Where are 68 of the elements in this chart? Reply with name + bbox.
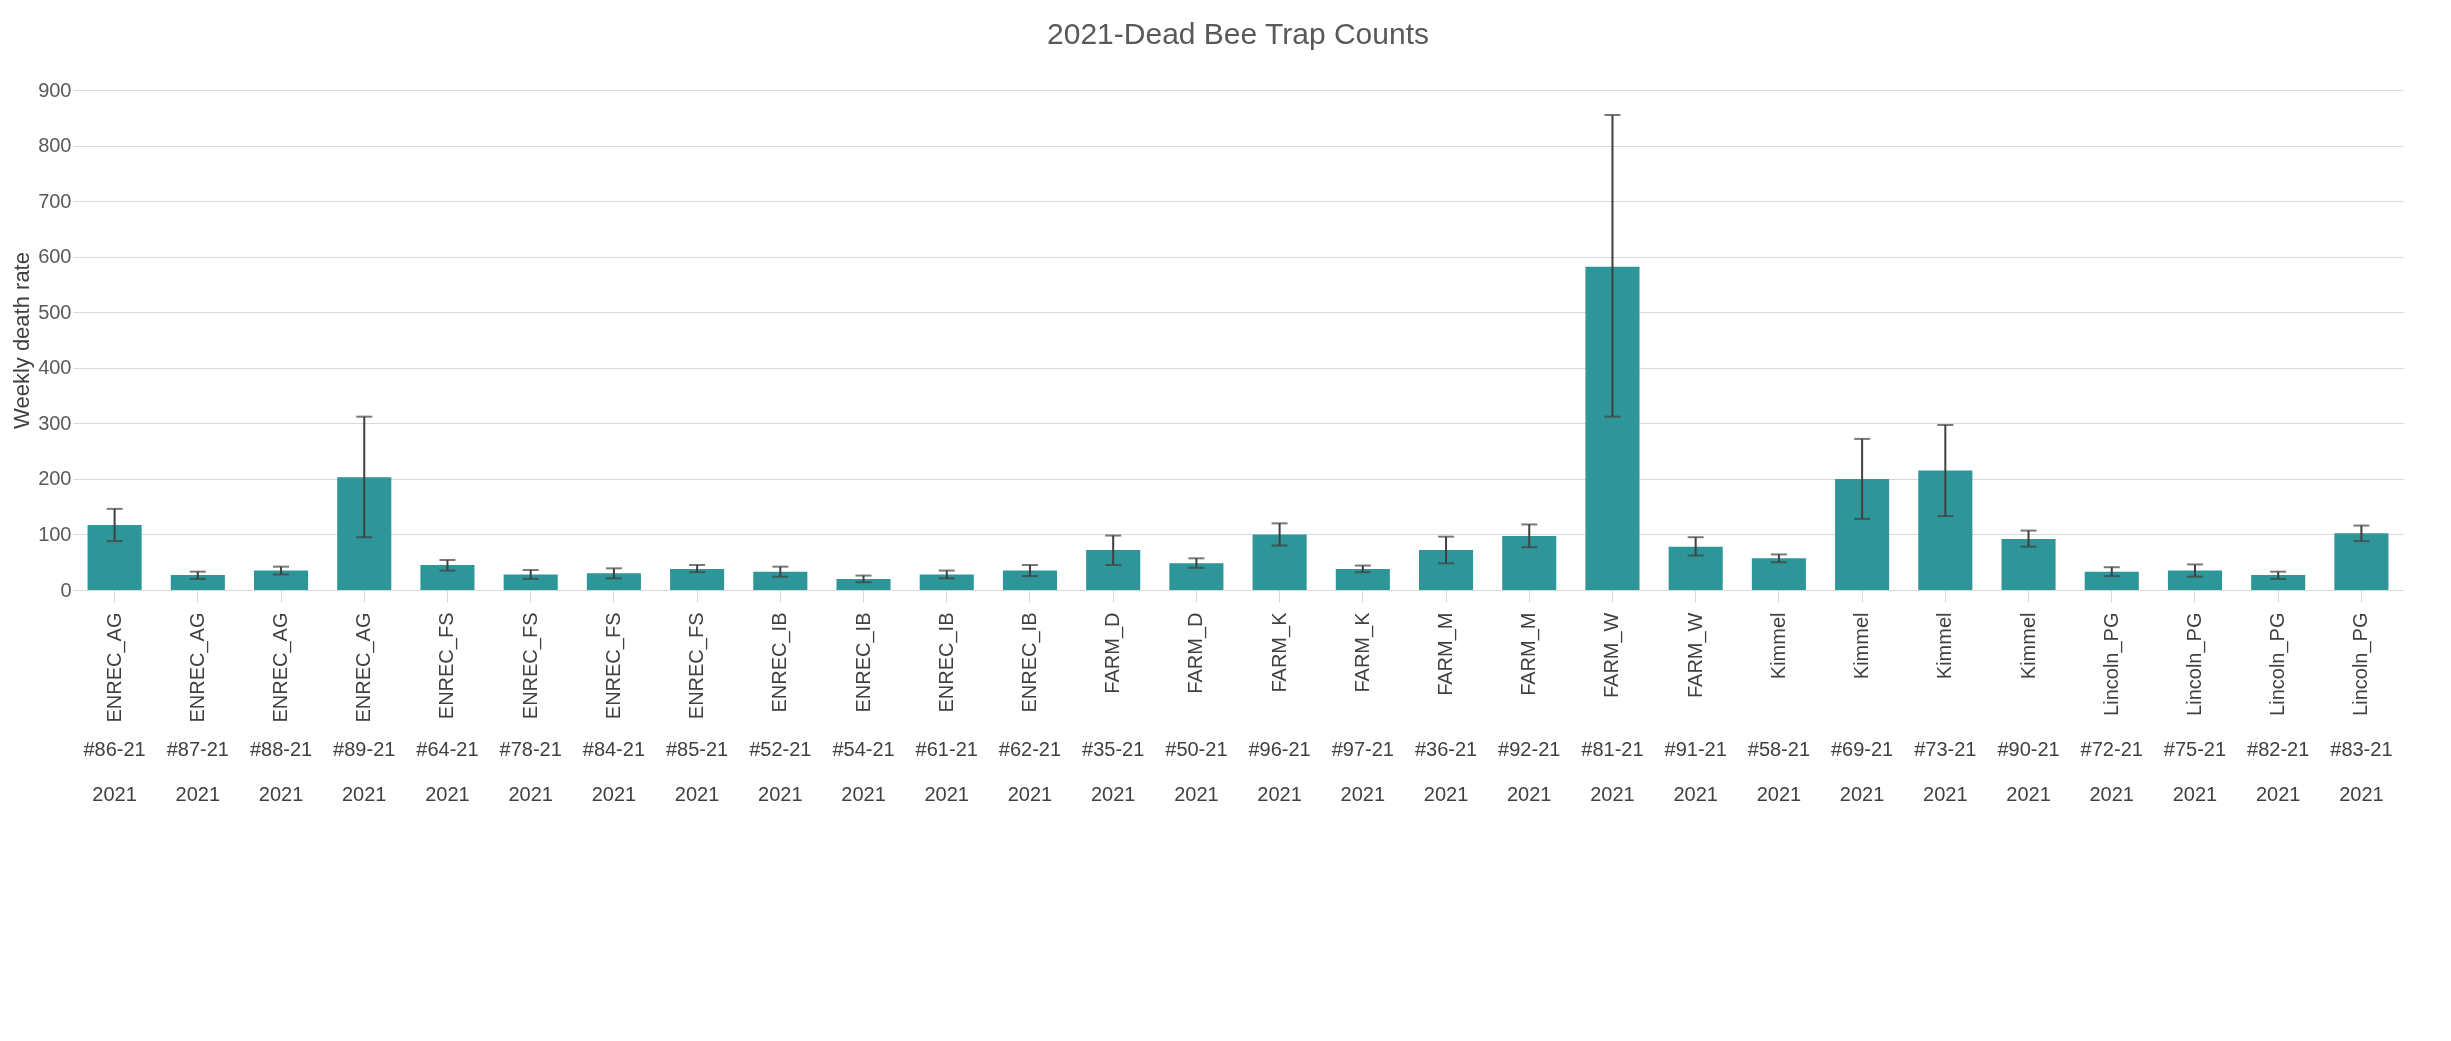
category-label: FARM_W #91-21 2021 xyxy=(1664,612,1727,805)
bar xyxy=(1668,546,1723,590)
bar xyxy=(2251,575,2306,590)
category-label: Lincoln_PG #75-21 2021 xyxy=(2163,612,2227,805)
category-label: FARM_K #96-21 2021 xyxy=(1248,612,1311,805)
category-label: Kimmel #58-21 2021 xyxy=(1747,612,1811,805)
category-label: FARM_K #97-21 2021 xyxy=(1331,612,1394,805)
bar xyxy=(1751,558,1806,590)
bar xyxy=(2334,533,2389,590)
category-label: ENREC_AG #87-21 2021 xyxy=(166,612,229,805)
bar xyxy=(1002,570,1058,590)
category-label: ENREC_FS #64-21 2021 xyxy=(416,612,479,805)
y-tick-label: 300 xyxy=(38,411,72,434)
y-tick-label: 400 xyxy=(38,356,72,379)
y-tick-label: 700 xyxy=(38,189,72,212)
category-label: ENREC_FS #85-21 2021 xyxy=(665,612,729,805)
category-label: FARM_M #36-21 2021 xyxy=(1414,612,1478,805)
category-label: ENREC_IB #61-21 2021 xyxy=(915,612,978,805)
category-label: ENREC_IB #52-21 2021 xyxy=(749,612,812,805)
bar xyxy=(2001,538,2056,590)
y-tick-label: 800 xyxy=(38,134,72,157)
category-label: FARM_M #92-21 2021 xyxy=(1498,612,1561,805)
bar xyxy=(1252,534,1307,590)
category-label: Kimmel #73-21 2021 xyxy=(1914,612,1977,805)
bar xyxy=(420,565,475,590)
y-axis-title: Weekly death rate xyxy=(9,252,35,429)
category-label: ENREC_FS #78-21 2021 xyxy=(499,612,562,805)
category-label: Lincoln_PG #83-21 2021 xyxy=(2330,612,2393,805)
bar xyxy=(1835,478,1890,590)
bar xyxy=(1418,550,1474,590)
bar xyxy=(1502,536,1557,590)
bar xyxy=(253,570,309,590)
bar xyxy=(2084,571,2139,590)
y-tick-label: 500 xyxy=(38,300,72,323)
bar xyxy=(1169,563,1224,590)
bar xyxy=(2167,570,2223,590)
bar xyxy=(170,575,225,590)
bar xyxy=(670,568,725,590)
bar xyxy=(1086,550,1141,590)
bar xyxy=(753,571,808,590)
bar xyxy=(1335,568,1390,590)
bar xyxy=(1918,470,1973,590)
category-label: Kimmel #90-21 2021 xyxy=(1997,612,2060,805)
bar xyxy=(919,574,974,590)
bar xyxy=(503,574,558,590)
bar xyxy=(1585,266,1640,590)
category-label: ENREC_IB #62-21 2021 xyxy=(998,612,1062,805)
chart-title: 2021-Dead Bee Trap Counts xyxy=(1047,17,1429,50)
category-label: ENREC_AG #88-21 2021 xyxy=(249,612,313,805)
bar xyxy=(836,578,891,590)
bar xyxy=(87,525,142,590)
category-label: Kimmel #69-21 2021 xyxy=(1830,612,1894,805)
bar xyxy=(586,573,641,590)
category-label: ENREC_AG #89-21 2021 xyxy=(333,612,396,805)
category-label: ENREC_IB #54-21 2021 xyxy=(832,612,895,805)
category-label: Lincoln_PG #82-21 2021 xyxy=(2247,612,2310,805)
category-label: FARM_W #81-21 2021 xyxy=(1581,612,1644,805)
category-label: ENREC_FS #84-21 2021 xyxy=(582,612,646,805)
category-label: ENREC_AG #86-21 2021 xyxy=(83,612,146,805)
y-tick-label: 600 xyxy=(38,245,72,268)
category-label: FARM_D #50-21 2021 xyxy=(1165,612,1228,805)
y-tick-label: 0 xyxy=(60,578,72,601)
y-tick-label: 100 xyxy=(38,522,72,545)
category-label: FARM_D #35-21 2021 xyxy=(1082,612,1145,805)
category-label: Lincoln_PG #72-21 2021 xyxy=(2080,612,2143,805)
bar xyxy=(337,477,392,590)
y-tick-label: 200 xyxy=(38,467,72,490)
y-tick-label: 900 xyxy=(38,78,72,101)
